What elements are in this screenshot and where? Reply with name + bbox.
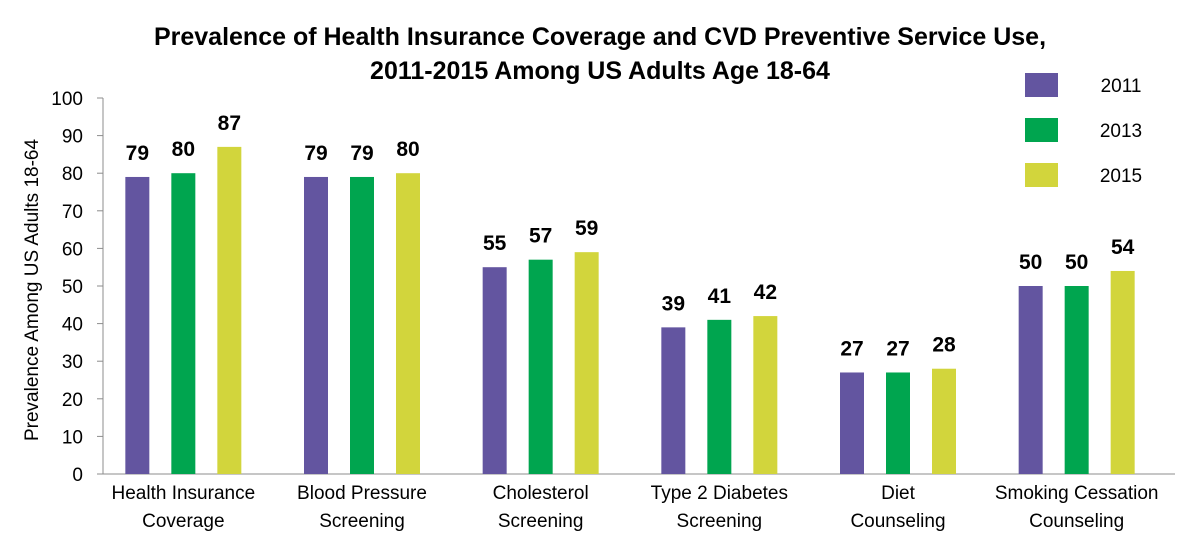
bar — [171, 173, 196, 474]
category-label: Blood Pressure — [297, 483, 427, 504]
y-tick-label: 40 — [62, 315, 83, 336]
y-tick-label: 100 — [51, 89, 83, 110]
data-label: 79 — [126, 142, 149, 165]
bar — [528, 259, 553, 474]
legend-label: 2011 — [1101, 76, 1142, 97]
bar — [661, 327, 686, 474]
category-labels: Health Insurance Coverage Blood Pressure Sc… — [112, 483, 1159, 532]
legend: 2011 2013 2015 — [1025, 73, 1142, 187]
category-label: Smoking Cessation — [995, 483, 1159, 504]
data-label: 41 — [708, 285, 732, 308]
data-label: 27 — [840, 337, 863, 360]
bar — [886, 372, 910, 474]
axes: 0 10 20 30 40 50 60 70 80 90 100 — [51, 89, 1175, 486]
data-label: 50 — [1065, 251, 1088, 274]
y-tick-label: 80 — [62, 164, 83, 185]
data-label: 59 — [575, 217, 598, 240]
data-label: 55 — [483, 232, 507, 255]
data-label: 87 — [218, 112, 241, 135]
data-label: 27 — [886, 337, 909, 360]
data-label: 80 — [172, 138, 195, 161]
legend-swatch — [1025, 163, 1058, 187]
bar — [1064, 286, 1089, 474]
chart-title-line: 2011-2015 Among US Adults Age 18-64 — [370, 57, 830, 85]
y-tick-label: 50 — [62, 277, 83, 298]
chart-title-line: Prevalence of Health Insurance Coverage … — [154, 23, 1046, 51]
category-label: Coverage — [142, 511, 224, 532]
y-tick-label: 10 — [62, 427, 83, 448]
bar — [125, 176, 150, 474]
y-axis-label: Prevalence Among US Adults 18-64 — [22, 139, 43, 442]
data-label: 54 — [1111, 236, 1135, 259]
category-label: Screening — [677, 511, 763, 532]
bar — [574, 252, 599, 474]
legend-swatch — [1025, 118, 1058, 142]
data-label: 39 — [662, 292, 685, 315]
category-label: Cholesterol — [493, 483, 589, 504]
bar — [217, 146, 242, 474]
y-axis-title: Prevalence Among US Adults 18-64 — [22, 139, 43, 442]
bar — [1018, 286, 1043, 474]
y-tick-label: 30 — [62, 352, 83, 373]
category-label: Counseling — [1029, 511, 1124, 532]
bar — [753, 316, 778, 474]
y-tick-label: 20 — [62, 390, 83, 411]
bar — [350, 176, 374, 474]
category-label: Screening — [319, 511, 405, 532]
legend-label: 2015 — [1100, 166, 1142, 187]
data-label: 79 — [350, 142, 373, 165]
data-label: 79 — [304, 142, 327, 165]
data-labels: 79 80 87 79 79 80 55 57 59 39 41 42 27 27 28 50 50 54 — [126, 112, 1135, 361]
bar — [932, 368, 956, 474]
data-label: 28 — [932, 334, 956, 357]
category-label: Type 2 Diabetes — [651, 483, 788, 504]
bar — [840, 372, 864, 474]
category-label: Diet — [881, 483, 916, 504]
bar — [1110, 270, 1135, 474]
category-label: Screening — [498, 511, 584, 532]
legend-swatch — [1025, 73, 1058, 97]
y-tick-label: 70 — [62, 202, 83, 223]
legend-label: 2013 — [1100, 121, 1142, 142]
y-tick-label: 0 — [72, 465, 83, 486]
data-label: 50 — [1019, 251, 1042, 274]
bar — [304, 176, 328, 474]
bar — [482, 267, 507, 474]
category-label: Health Insurance — [112, 483, 256, 504]
y-tick-label: 90 — [62, 127, 83, 148]
data-label: 42 — [754, 281, 777, 304]
bar — [707, 319, 732, 474]
bars — [125, 146, 1135, 474]
data-label: 57 — [529, 225, 552, 248]
chart-title: Prevalence of Health Insurance Coverage … — [154, 23, 1046, 85]
y-tick-label: 60 — [62, 239, 83, 260]
category-label: Counseling — [850, 511, 945, 532]
bar — [396, 173, 420, 474]
data-label: 80 — [396, 138, 419, 161]
